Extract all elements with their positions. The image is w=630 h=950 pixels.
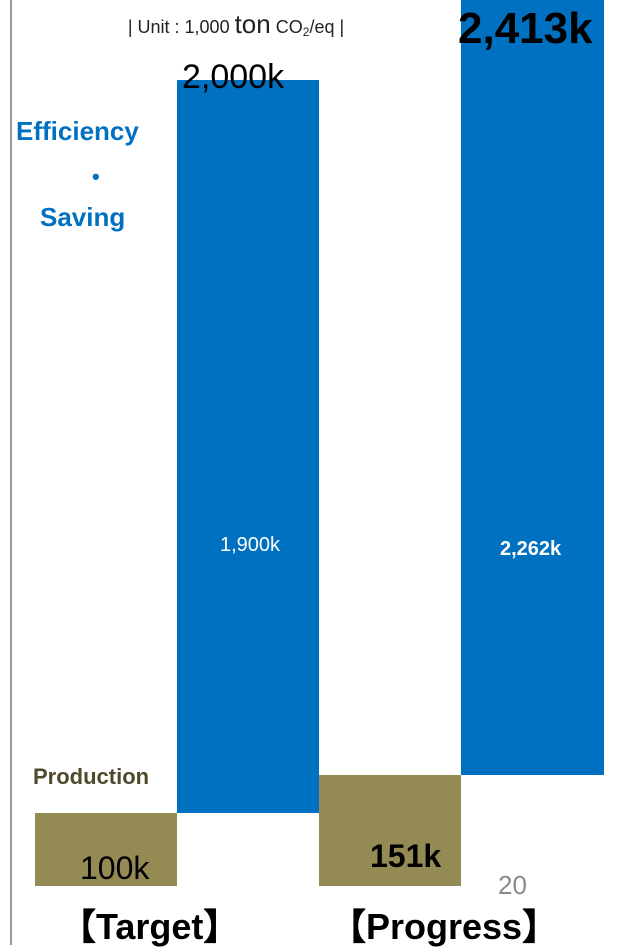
bar-progress-efficiency [461, 0, 604, 776]
value-label-progress-production: 151k [370, 838, 442, 874]
value-label-progress-total: 2,413k [458, 4, 593, 53]
bar-target-efficiency [177, 80, 319, 813]
series-label-dot: • [92, 164, 100, 189]
page-number: 20 [498, 870, 527, 900]
category-label-target: 【Target】 [60, 906, 240, 947]
efficiency-series-label: Efficiency [16, 116, 139, 146]
bar-progress-production [319, 775, 461, 886]
value-label-target-total: 2,000k [182, 58, 285, 96]
value-label-target-efficiency: 1,900k [220, 534, 281, 556]
category-label-progress: 【Progress】 [330, 906, 559, 947]
production-series-label: Production [33, 764, 150, 789]
frame-left-border [10, 0, 12, 945]
value-label-progress-efficiency: 2,262k [500, 538, 562, 560]
unit-label: | Unit : 1,000 ton CO2/eq | [127, 9, 345, 39]
saving-series-label: Saving [40, 202, 126, 232]
value-label-target-production: 100k [80, 850, 150, 886]
bar-target-production [35, 812, 177, 886]
